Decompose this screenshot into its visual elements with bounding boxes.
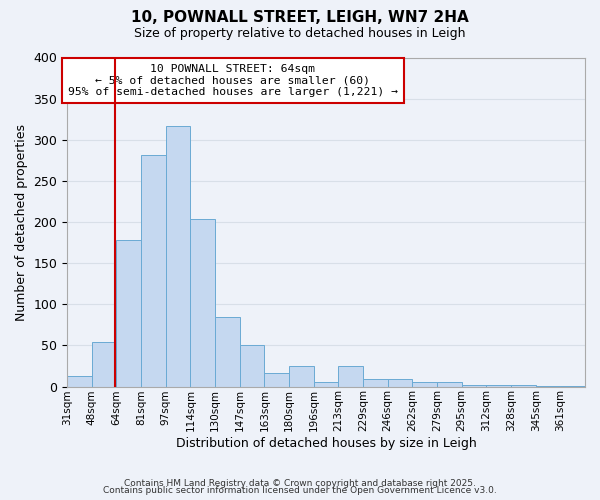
Bar: [116, 240, 141, 386]
Y-axis label: Number of detached properties: Number of detached properties: [15, 124, 28, 320]
Bar: [215, 318, 240, 386]
Bar: [141, 154, 166, 386]
Bar: [289, 366, 314, 386]
X-axis label: Distribution of detached houses by size in Leigh: Distribution of detached houses by size …: [176, 437, 476, 450]
Bar: [462, 385, 487, 386]
Bar: [265, 374, 289, 386]
Bar: [314, 382, 338, 386]
Bar: [190, 218, 215, 386]
Bar: [487, 385, 511, 386]
Bar: [412, 382, 437, 386]
Text: 10, POWNALL STREET, LEIGH, WN7 2HA: 10, POWNALL STREET, LEIGH, WN7 2HA: [131, 10, 469, 25]
Bar: [388, 379, 412, 386]
Text: Size of property relative to detached houses in Leigh: Size of property relative to detached ho…: [134, 28, 466, 40]
Bar: [92, 342, 116, 386]
Text: Contains HM Land Registry data © Crown copyright and database right 2025.: Contains HM Land Registry data © Crown c…: [124, 478, 476, 488]
Text: 10 POWNALL STREET: 64sqm
← 5% of detached houses are smaller (60)
95% of semi-de: 10 POWNALL STREET: 64sqm ← 5% of detache…: [68, 64, 398, 98]
Bar: [67, 376, 92, 386]
Bar: [363, 379, 388, 386]
Bar: [437, 382, 462, 386]
Bar: [240, 344, 265, 387]
Bar: [166, 126, 190, 386]
Text: Contains public sector information licensed under the Open Government Licence v3: Contains public sector information licen…: [103, 486, 497, 495]
Bar: [338, 366, 363, 386]
Bar: [511, 385, 536, 386]
